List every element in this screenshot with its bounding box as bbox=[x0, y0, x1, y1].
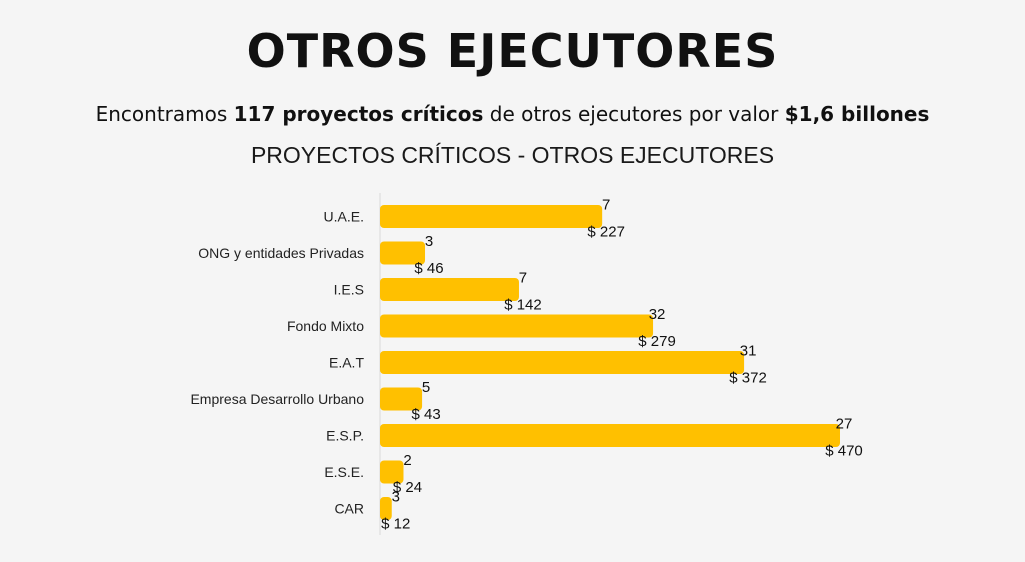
bar bbox=[380, 205, 603, 228]
category-label: U.A.E. bbox=[324, 209, 364, 225]
count-label: 32 bbox=[649, 306, 666, 323]
bar bbox=[380, 387, 423, 411]
count-label: 27 bbox=[836, 416, 853, 433]
value-label: $ 24 bbox=[393, 479, 422, 496]
value-label: $ 227 bbox=[587, 224, 625, 241]
category-label: E.S.P. bbox=[326, 428, 364, 444]
count-label: 7 bbox=[602, 197, 610, 214]
category-label: E.S.E. bbox=[324, 464, 364, 480]
count-label: 5 bbox=[422, 379, 430, 396]
value-label: $ 43 bbox=[411, 406, 440, 423]
bar-chart: U.A.E. 7 $ 227 ONG y entidades Privadas 3 $ 4… bbox=[190, 193, 863, 535]
category-label: E.A.T bbox=[329, 355, 364, 371]
chart-title: PROYECTOS CRÍTICOS - OTROS EJECUTORES bbox=[250, 142, 775, 168]
value-label: $ 279 bbox=[638, 333, 676, 350]
count-label: 3 bbox=[392, 489, 400, 506]
value-label: $ 46 bbox=[414, 260, 443, 277]
bar bbox=[380, 314, 654, 338]
bar bbox=[380, 241, 426, 265]
count-label: 31 bbox=[740, 343, 757, 360]
subtitle-part: Encontramos bbox=[95, 102, 234, 126]
subtitle-part: 117 proyectos críticos bbox=[233, 102, 484, 126]
value-label: $ 12 bbox=[381, 516, 410, 533]
page-title: OTROS EJECUTORES bbox=[246, 24, 779, 78]
category-label: ONG y entidades Privadas bbox=[198, 245, 364, 261]
bar bbox=[380, 424, 840, 447]
category-label: Empresa Desarrollo Urbano bbox=[190, 391, 364, 407]
bar bbox=[380, 460, 404, 484]
count-label: 2 bbox=[403, 452, 411, 469]
category-label: CAR bbox=[334, 501, 364, 517]
subtitle-part: $1,6 billones bbox=[784, 102, 930, 126]
bar bbox=[380, 351, 745, 374]
subtitle-part: de otros ejecutores por valor bbox=[483, 102, 785, 126]
count-label: 3 bbox=[425, 233, 433, 250]
page-subtitle: Encontramos 117 proyectos críticos de ot… bbox=[0, 102, 1025, 126]
value-label: $ 372 bbox=[729, 370, 767, 387]
count-label: 7 bbox=[519, 270, 527, 287]
bar bbox=[380, 278, 519, 301]
category-label: I.E.S bbox=[334, 282, 364, 298]
value-label: $ 470 bbox=[825, 443, 863, 460]
bar bbox=[380, 497, 392, 520]
value-label: $ 142 bbox=[504, 297, 542, 314]
category-label: Fondo Mixto bbox=[287, 318, 364, 334]
